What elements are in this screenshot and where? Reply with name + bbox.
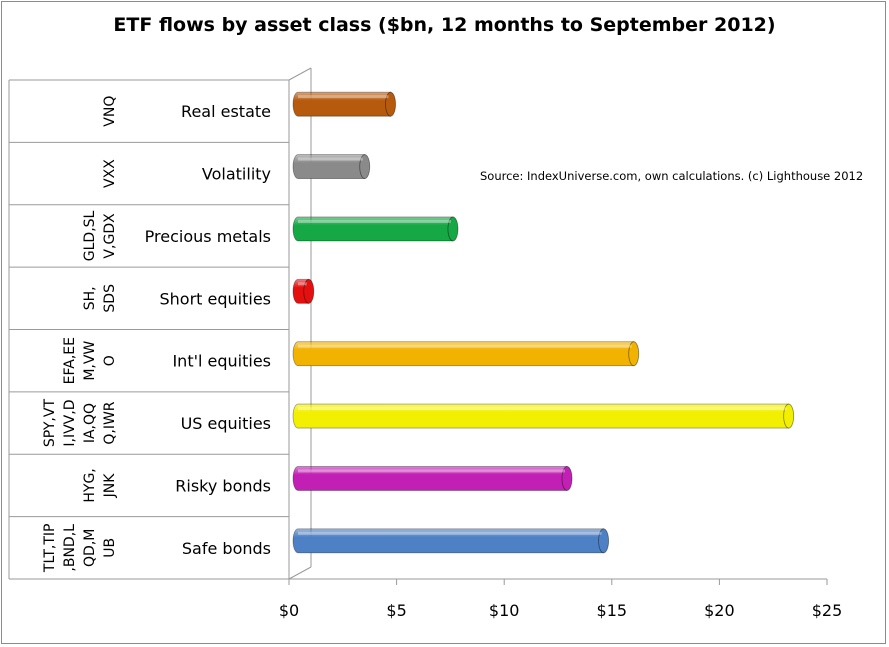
ticker-label: GLD,SL xyxy=(82,210,98,261)
x-tick-label: $15 xyxy=(597,601,628,620)
ticker-label: VXX xyxy=(102,159,118,188)
ticker-label: SPY,VT xyxy=(42,399,58,448)
bar xyxy=(292,341,640,367)
floor-edge xyxy=(288,566,312,580)
bar xyxy=(292,528,609,554)
ticker-label: QD,M xyxy=(82,529,98,567)
ticker-label: V,GDX xyxy=(102,213,118,259)
ticker-label: I,IVV,D xyxy=(62,400,78,447)
category-label: Volatility xyxy=(202,165,271,184)
category-label: Safe bonds xyxy=(182,539,271,558)
ticker-label: SDS xyxy=(102,284,118,313)
ticker-label: UB xyxy=(102,538,118,558)
bar xyxy=(292,278,315,304)
ticker-label: Q,IWR xyxy=(102,401,118,444)
ticker-label: ,BND,L xyxy=(62,524,78,572)
source-annotation: Source: IndexUniverse.com, own calculati… xyxy=(480,169,863,183)
bar xyxy=(292,216,459,242)
x-tick-label: $5 xyxy=(386,601,406,620)
ticker-label: SH, xyxy=(82,286,98,310)
x-tick-label: $10 xyxy=(489,601,520,620)
ticker-label: IA,QQ xyxy=(82,403,98,443)
ticker-label: JNK xyxy=(102,473,118,499)
labels-layer: $0 $5 $10 $15 $20 $25 Real estate VNQ Volatility… xyxy=(42,96,842,620)
bar xyxy=(292,91,396,117)
category-label: US equities xyxy=(181,414,271,433)
category-label: Int'l equities xyxy=(172,352,271,371)
ticker-label: HYG, xyxy=(82,468,98,502)
category-label: Precious metals xyxy=(145,227,271,246)
x-tick-label: $25 xyxy=(812,601,843,620)
bar xyxy=(292,154,371,179)
category-label: Short equities xyxy=(159,289,271,308)
ticker-label: O xyxy=(102,355,118,366)
bar xyxy=(292,466,573,491)
x-tick-label: $0 xyxy=(279,601,299,620)
ticker-table xyxy=(8,79,284,580)
bars-layer xyxy=(292,91,795,554)
ticker-label: VNQ xyxy=(102,96,118,127)
x-tick-label: $20 xyxy=(704,601,735,620)
chart-title: ETF flows by asset class ($bn, 12 months… xyxy=(113,14,776,36)
ticker-label: EFA,EE xyxy=(62,337,78,384)
ticker-label: TLT,TIP xyxy=(42,524,58,574)
axis-layer xyxy=(284,67,828,585)
category-label: Real estate xyxy=(181,102,271,121)
ticker-label: M,VW xyxy=(82,341,98,381)
back-wall-top-edge xyxy=(288,67,312,81)
bar xyxy=(292,403,795,429)
category-label: Risky bonds xyxy=(175,476,271,495)
